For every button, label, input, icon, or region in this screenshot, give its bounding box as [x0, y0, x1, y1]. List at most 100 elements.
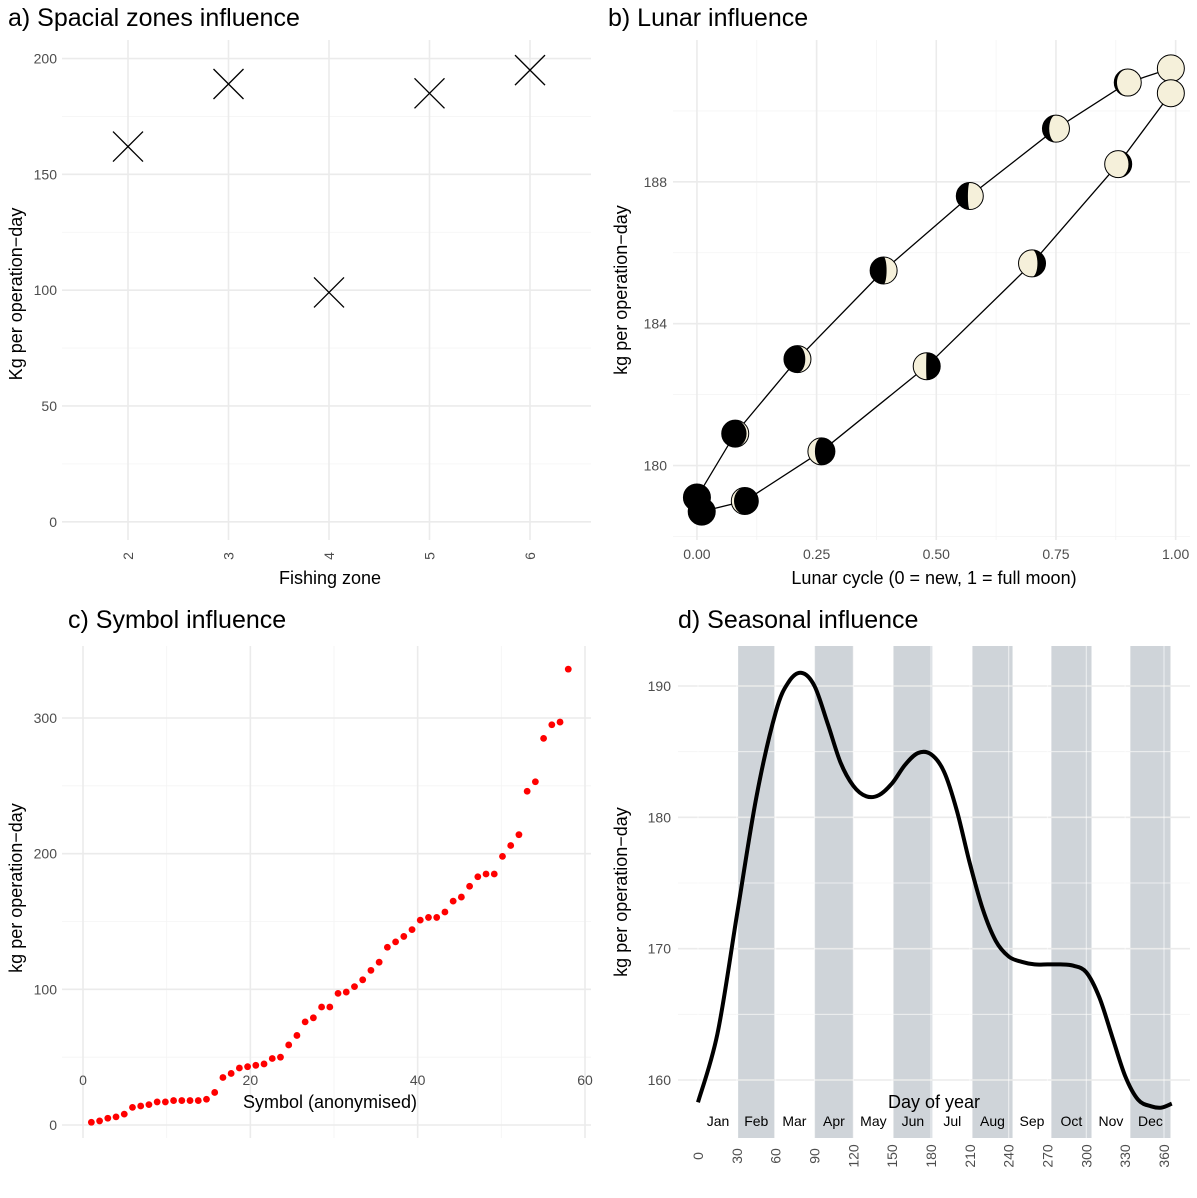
symbol-point — [277, 1053, 284, 1061]
x-tick-label: 30 — [729, 1148, 745, 1164]
y-tick-label: 170 — [648, 941, 672, 957]
month-label: Feb — [744, 1113, 768, 1129]
symbol-point — [548, 721, 556, 729]
symbol-point — [326, 1003, 334, 1011]
x-tick-label: 150 — [884, 1144, 900, 1168]
moon-outline — [1113, 68, 1142, 97]
symbol-point — [490, 870, 498, 878]
y-tick-label: 200 — [34, 51, 58, 67]
panel-b: b) Lunar influence 0.00 0.25 0.50 0.75 1.00 1… — [608, 4, 1190, 588]
moon-lit — [1157, 79, 1185, 107]
symbol-point — [466, 882, 473, 890]
moon-marker — [1041, 114, 1070, 143]
symbol-point — [515, 831, 523, 839]
moon-lit — [1049, 115, 1070, 143]
zone-point — [313, 277, 345, 308]
symbol-point — [425, 914, 432, 921]
symbol-point — [309, 1014, 317, 1022]
symbol-point — [540, 734, 547, 742]
symbol-point — [170, 1097, 177, 1104]
x-tick-label: 240 — [1001, 1144, 1017, 1168]
month-band — [814, 646, 854, 1138]
panel-d-xlabel: Day of year — [888, 1092, 980, 1112]
symbol-point — [260, 1060, 268, 1068]
symbol-point — [556, 718, 564, 726]
symbol-point — [449, 897, 457, 905]
symbol-point — [145, 1101, 153, 1109]
symbol-point — [120, 1110, 128, 1118]
symbol-point — [499, 852, 506, 860]
moon-marker — [912, 352, 941, 381]
x-tick-label: 40 — [410, 1072, 426, 1088]
moon-lit — [967, 182, 984, 210]
x-tick-label: 300 — [1078, 1144, 1094, 1168]
moon-outline — [807, 437, 836, 466]
x-tick-label: 210 — [962, 1144, 978, 1168]
symbol-point — [359, 976, 367, 984]
symbol-point — [112, 1113, 120, 1121]
symbol-point — [293, 1032, 301, 1039]
x-tick-label: 90 — [807, 1148, 823, 1164]
x-tick-label: 120 — [845, 1144, 861, 1168]
x-tick-label: 330 — [1117, 1144, 1133, 1168]
symbol-point — [531, 778, 539, 786]
moon-dark — [721, 420, 749, 448]
y-tick-label: 200 — [34, 846, 58, 862]
symbol-point — [474, 873, 482, 881]
moon-outline — [1041, 114, 1070, 143]
moon-dark — [731, 487, 759, 515]
panel-a: a) Spacial zones influence 2 3 4 5 6 0 50 100 15… — [6, 4, 591, 588]
symbol-point — [367, 966, 375, 974]
x-tick-label: 270 — [1040, 1144, 1056, 1168]
moon-lit — [735, 420, 749, 448]
moon-marker — [730, 486, 759, 515]
moon-outline — [869, 256, 898, 285]
symbol-point — [457, 893, 465, 901]
symbol-point — [392, 938, 399, 946]
moon-marker — [1156, 79, 1185, 108]
moon-outline — [912, 352, 941, 381]
x-tick-label: 360 — [1156, 1144, 1172, 1168]
moon-lit — [913, 352, 927, 380]
symbol-point — [351, 983, 358, 991]
symbol-point — [161, 1098, 169, 1106]
moon-lit — [1157, 54, 1185, 82]
y-tick-label: 50 — [41, 398, 57, 414]
moon-outline — [783, 345, 812, 374]
panel-a-xlabel: Fishing zone — [279, 568, 381, 588]
month-label: Jul — [943, 1113, 961, 1129]
symbol-point — [104, 1114, 112, 1122]
symbol-point — [268, 1055, 276, 1062]
symbol-point — [96, 1117, 103, 1125]
y-tick-label: 100 — [34, 981, 58, 997]
month-label: Jan — [707, 1113, 730, 1129]
lunar-path — [696, 67, 1172, 513]
month-label: Dec — [1138, 1113, 1163, 1129]
panel-c-ylabel: kg per operation−day — [6, 803, 26, 973]
panel-d: d) Seasonal influence Jan Feb Mar Apr May Jun… — [611, 606, 1190, 1168]
symbol-point — [301, 1018, 309, 1026]
symbol-point — [153, 1098, 161, 1106]
x-tick-label: 0 — [690, 1152, 706, 1160]
symbol-point — [375, 958, 383, 966]
y-tick-label: 188 — [644, 174, 668, 190]
symbol-point — [244, 1063, 251, 1071]
moon-marker — [1018, 249, 1047, 278]
moon-lit — [807, 437, 822, 465]
zone-point-stroke — [414, 77, 445, 109]
x-tick-label: 60 — [577, 1072, 593, 1088]
symbol-point — [318, 1003, 325, 1011]
month-label: May — [860, 1113, 886, 1129]
y-tick-label: 150 — [34, 166, 58, 182]
symbol-point — [227, 1070, 235, 1077]
moon-marker — [1104, 150, 1133, 179]
symbol-point — [400, 933, 408, 940]
moon-marker — [721, 419, 750, 448]
moon-outline — [1018, 249, 1047, 278]
x-tick-label: 0 — [79, 1072, 87, 1088]
y-tick-label: 184 — [644, 316, 668, 332]
month-label: Oct — [1061, 1113, 1083, 1129]
y-tick-label: 160 — [648, 1072, 672, 1088]
panel-b-title: b) Lunar influence — [608, 4, 808, 32]
moon-marker — [783, 345, 812, 374]
